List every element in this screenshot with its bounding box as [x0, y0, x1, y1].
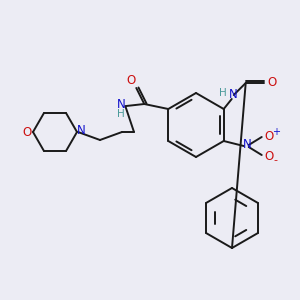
Text: +: +: [272, 127, 280, 137]
Text: N: N: [76, 124, 85, 137]
Text: N: N: [243, 139, 252, 152]
Text: H: H: [117, 109, 125, 119]
Text: O: O: [127, 74, 136, 86]
Text: O: O: [22, 125, 32, 139]
Text: O: O: [264, 149, 273, 163]
Text: N: N: [229, 88, 238, 101]
Text: -: -: [274, 155, 278, 165]
Text: H: H: [219, 88, 226, 98]
Text: O: O: [267, 76, 276, 88]
Text: N: N: [117, 98, 126, 112]
Text: O: O: [264, 130, 273, 142]
